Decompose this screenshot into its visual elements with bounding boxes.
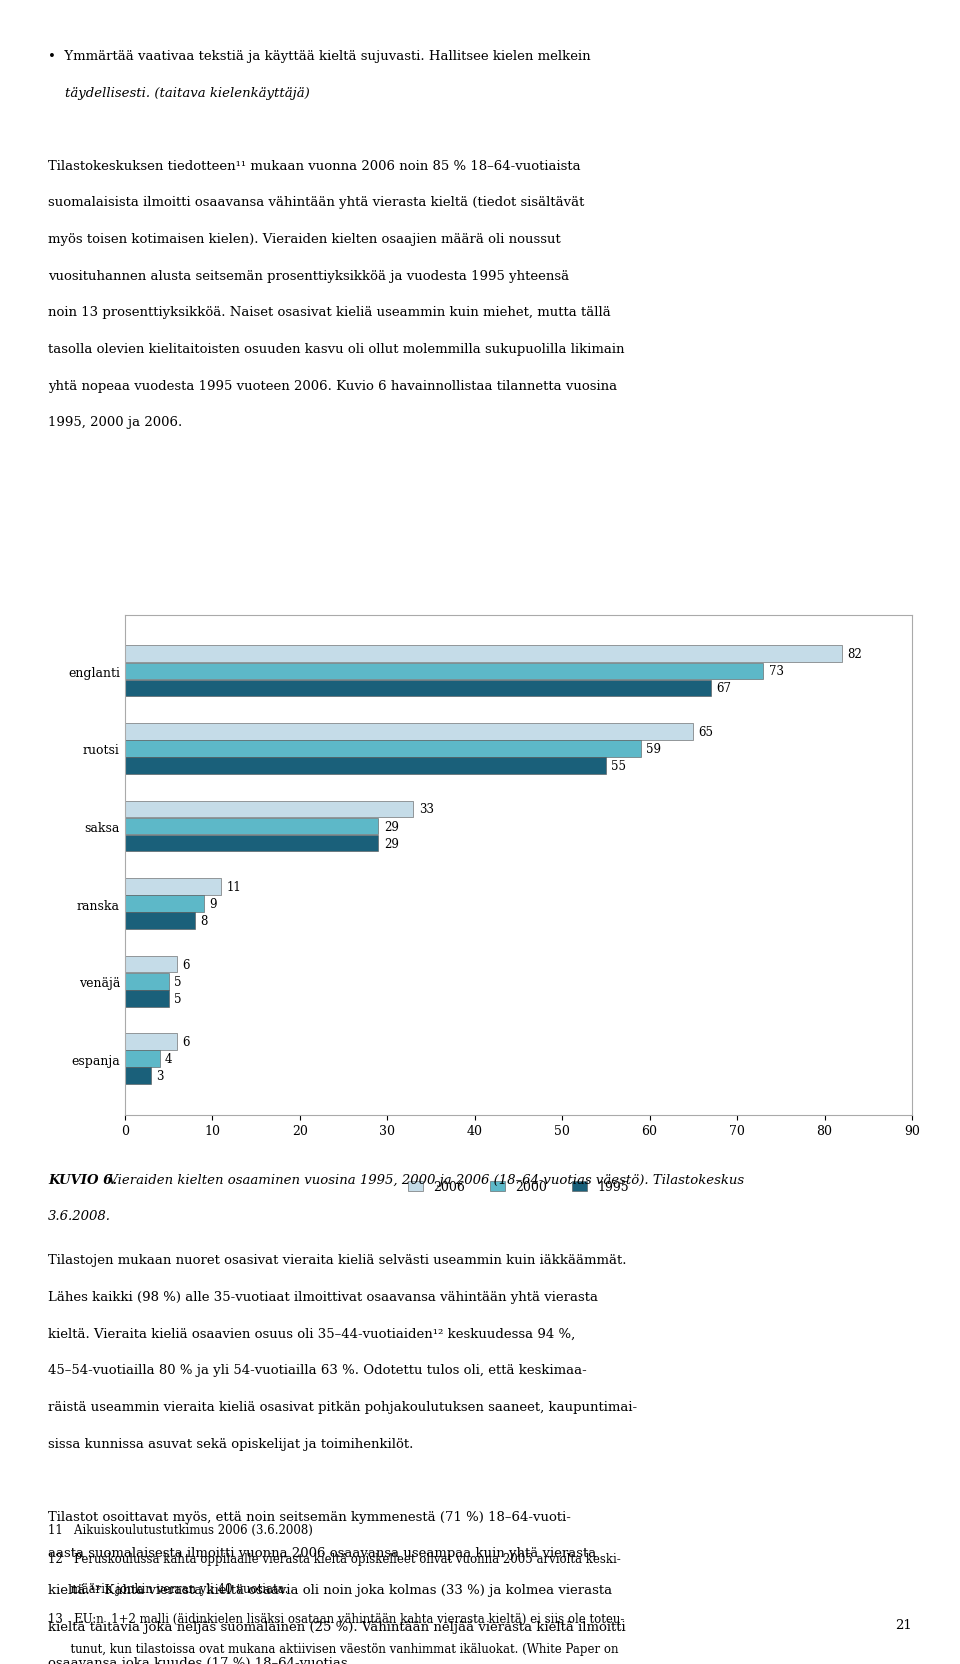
Bar bbox=[125, 973, 169, 990]
Text: noin 13 prosenttiyksikköä. Naiset osasivat kieliä useammin kuin miehet, mutta tä: noin 13 prosenttiyksikköä. Naiset osasiv… bbox=[48, 306, 611, 319]
Legend: 2006, 2000, 1995: 2006, 2000, 1995 bbox=[403, 1175, 634, 1198]
Bar bbox=[125, 664, 763, 681]
Bar bbox=[125, 914, 195, 930]
Bar bbox=[125, 895, 204, 912]
Text: sissa kunnissa asuvat sekä opiskelijat ja toimihenkilöt.: sissa kunnissa asuvat sekä opiskelijat j… bbox=[48, 1436, 414, 1449]
Text: 65: 65 bbox=[699, 726, 713, 739]
Text: määrin jonkin verran yli 40 vuotiata.: määrin jonkin verran yli 40 vuotiata. bbox=[48, 1582, 288, 1596]
Text: 67: 67 bbox=[716, 682, 732, 696]
Bar bbox=[125, 835, 378, 852]
Text: vuosituhannen alusta seitsemän prosenttiyksikköä ja vuodesta 1995 yhteensä: vuosituhannen alusta seitsemän prosentti… bbox=[48, 270, 569, 283]
Text: 13   EU:n  1+2 malli (äidinkielen lisäksi osataan vähintään kahta vierasta kielt: 13 EU:n 1+2 malli (äidinkielen lisäksi o… bbox=[48, 1612, 624, 1626]
Text: räistä useammin vieraita kieliä osasivat pitkän pohjakoulutuksen saaneet, kaupun: räistä useammin vieraita kieliä osasivat… bbox=[48, 1399, 637, 1413]
Text: täydellisesti. (taitava kielenkäyttäjä): täydellisesti. (taitava kielenkäyttäjä) bbox=[48, 87, 310, 100]
Text: 3.6.2008.: 3.6.2008. bbox=[48, 1210, 111, 1223]
Text: 12   Peruskoulussa kahta oppilaalle vierasta kieltä opiskelleet olivat vuonna 20: 12 Peruskoulussa kahta oppilaalle vieras… bbox=[48, 1553, 621, 1566]
Text: Tilastokeskuksen tiedotteen¹¹ mukaan vuonna 2006 noin 85 % 18–64-vuotiaista: Tilastokeskuksen tiedotteen¹¹ mukaan vuo… bbox=[48, 160, 581, 173]
Text: Vieraiden kielten osaaminen vuosina 1995, 2000 ja 2006 (18–64-vuotias väestö). T: Vieraiden kielten osaaminen vuosina 1995… bbox=[104, 1173, 744, 1186]
Text: 4: 4 bbox=[165, 1053, 173, 1065]
Text: Tilastojen mukaan nuoret osasivat vieraita kieliä selvästi useammin kuin iäkkääm: Tilastojen mukaan nuoret osasivat vierai… bbox=[48, 1253, 627, 1266]
Text: yhtä nopeaa vuodesta 1995 vuoteen 2006. Kuvio 6 havainnollistaa tilannetta vuosi: yhtä nopeaa vuodesta 1995 vuoteen 2006. … bbox=[48, 379, 617, 393]
Text: kieltä. Vieraita kieliä osaavien osuus oli 35–44-vuotiaiden¹² keskuudessa 94 %,: kieltä. Vieraita kieliä osaavien osuus o… bbox=[48, 1326, 575, 1340]
Bar bbox=[125, 724, 693, 740]
Text: 11: 11 bbox=[227, 880, 241, 894]
Text: Lähes kaikki (98 %) alle 35-vuotiaat ilmoittivat osaavansa vähintään yhtä vieras: Lähes kaikki (98 %) alle 35-vuotiaat ilm… bbox=[48, 1290, 598, 1303]
Text: 45–54-vuotiailla 80 % ja yli 54-vuotiailla 63 %. Odotettu tulos oli, että keskim: 45–54-vuotiailla 80 % ja yli 54-vuotiail… bbox=[48, 1363, 587, 1376]
Text: suomalaisista ilmoitti osaavansa vähintään yhtä vierasta kieltä (tiedot sisältäv: suomalaisista ilmoitti osaavansa vähintä… bbox=[48, 196, 585, 210]
Text: 11   Aikuiskoulutustutkimus 2006 (3.6.2008): 11 Aikuiskoulutustutkimus 2006 (3.6.2008… bbox=[48, 1523, 313, 1536]
Text: 59: 59 bbox=[646, 742, 661, 755]
Bar bbox=[125, 879, 221, 895]
Bar bbox=[125, 757, 606, 774]
Text: Tilastot osoittavat myös, että noin seitsemän kymmenestä (71 %) 18–64-vuoti-: Tilastot osoittavat myös, että noin seit… bbox=[48, 1509, 571, 1523]
Text: KUVIO 6.: KUVIO 6. bbox=[48, 1173, 117, 1186]
Text: kieltä taitavia joka neljäs suomalainen (25 %). Vähintään neljää vierasta kieltä: kieltä taitavia joka neljäs suomalainen … bbox=[48, 1619, 626, 1632]
Text: 5: 5 bbox=[174, 992, 181, 1005]
Bar bbox=[125, 740, 641, 757]
Text: osaavansa joka kuudes (17 %) 18–64-vuotias.: osaavansa joka kuudes (17 %) 18–64-vuoti… bbox=[48, 1656, 352, 1664]
Text: myös toisen kotimaisen kielen). Vieraiden kielten osaajien määrä oli noussut: myös toisen kotimaisen kielen). Vieraide… bbox=[48, 233, 561, 246]
Text: 1995, 2000 ja 2006.: 1995, 2000 ja 2006. bbox=[48, 416, 182, 429]
Bar bbox=[125, 990, 169, 1007]
Bar bbox=[125, 957, 178, 973]
Text: 29: 29 bbox=[384, 837, 398, 850]
Text: aasta suomalaisesta ilmoitti vuonna 2006 osaavansa useampaa kuin yhtä vierasta: aasta suomalaisesta ilmoitti vuonna 2006… bbox=[48, 1546, 596, 1559]
Text: 3: 3 bbox=[156, 1070, 164, 1083]
Text: 73: 73 bbox=[769, 666, 783, 677]
Bar bbox=[125, 1050, 159, 1067]
Bar bbox=[125, 819, 378, 835]
Text: 6: 6 bbox=[182, 1035, 190, 1048]
Text: 82: 82 bbox=[848, 647, 862, 661]
Text: 55: 55 bbox=[612, 759, 626, 772]
Text: 5: 5 bbox=[174, 975, 181, 988]
Text: 8: 8 bbox=[200, 915, 207, 927]
Bar bbox=[125, 1068, 151, 1085]
Bar bbox=[125, 1033, 178, 1050]
Text: 9: 9 bbox=[208, 897, 216, 910]
Text: tasolla olevien kielitaitoisten osuuden kasvu oli ollut molemmilla sukupuolilla : tasolla olevien kielitaitoisten osuuden … bbox=[48, 343, 625, 356]
Text: tunut, kun tilastoissa ovat mukana aktiivisen väestön vanhimmat ikäluokat. (Whit: tunut, kun tilastoissa ovat mukana aktii… bbox=[48, 1642, 618, 1656]
Bar bbox=[125, 800, 414, 817]
Text: •  Ymmärtää vaativaa tekstiä ja käyttää kieltä sujuvasti. Hallitsee kielen melke: • Ymmärtää vaativaa tekstiä ja käyttää k… bbox=[48, 50, 590, 63]
Bar bbox=[125, 646, 842, 662]
Text: kieltä.¹³ Kahta vierasta kieltä osaavia oli noin joka kolmas (33 %) ja kolmea vi: kieltä.¹³ Kahta vierasta kieltä osaavia … bbox=[48, 1582, 612, 1596]
Bar bbox=[125, 681, 710, 697]
Text: 29: 29 bbox=[384, 820, 398, 834]
Text: 33: 33 bbox=[419, 804, 434, 815]
Text: 6: 6 bbox=[182, 958, 190, 972]
Text: 21: 21 bbox=[896, 1617, 912, 1631]
